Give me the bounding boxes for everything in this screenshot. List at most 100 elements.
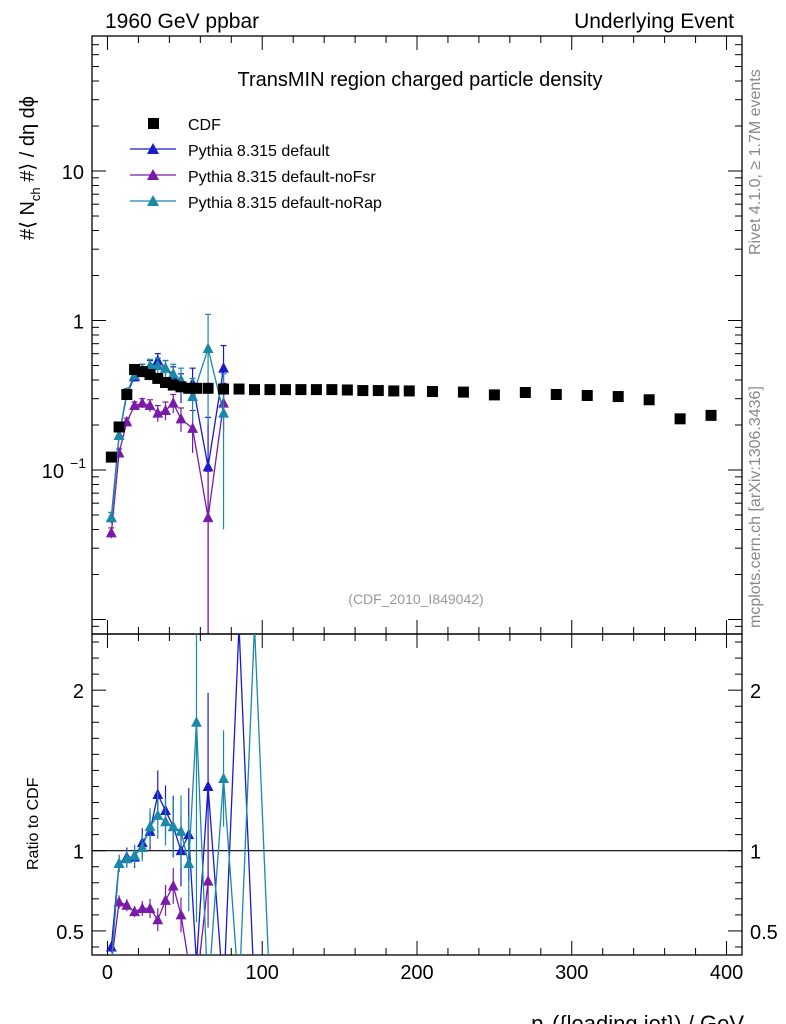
cdf-point xyxy=(295,384,307,396)
ratio-point xyxy=(202,780,214,791)
main-ytick-label: 10 xyxy=(42,461,64,483)
ratio-point xyxy=(121,899,133,910)
header-right: Underlying Event xyxy=(574,10,734,33)
ratio-ytick-label: 2 xyxy=(73,681,84,703)
legend: CDF Pythia 8.315 default Pythia 8.315 de… xyxy=(130,117,382,212)
series-point xyxy=(105,526,117,538)
x-axis-label: pT({leading jet}) / GeV xyxy=(531,1011,744,1024)
main-ytick-label: 10 xyxy=(62,162,84,184)
cdf-point xyxy=(519,386,531,398)
ratio-point xyxy=(144,820,156,832)
x-tick-label: 400 xyxy=(710,962,743,984)
watermark-label: (CDF_2010_I849042) xyxy=(348,591,483,607)
chart-title: TransMIN region charged particle density xyxy=(238,69,603,91)
ratio-ytick-label-right: 1 xyxy=(750,842,761,864)
series-point xyxy=(218,362,229,373)
ratio-point xyxy=(160,894,171,905)
series-point xyxy=(152,407,164,418)
cdf-point xyxy=(643,394,655,406)
x-tick-label: 300 xyxy=(555,962,588,984)
cdf-point xyxy=(105,451,117,463)
cdf-point xyxy=(581,390,593,402)
main-ytick-exponent: −1 xyxy=(70,455,86,471)
ratio-point xyxy=(167,820,179,832)
series-point xyxy=(160,362,171,373)
ratio-frame xyxy=(91,633,743,956)
series-point xyxy=(175,412,187,424)
ratio-ytick-label: 0.5 xyxy=(56,922,84,944)
main-series-group xyxy=(105,313,717,634)
series-point xyxy=(202,511,214,523)
cdf-point xyxy=(136,366,148,378)
series-point xyxy=(105,511,117,523)
legend-label-cdf: CDF xyxy=(188,117,221,134)
ratio-point xyxy=(144,902,156,913)
ratio-point xyxy=(121,852,133,864)
ratio-point xyxy=(113,857,125,869)
cdf-point xyxy=(175,381,187,393)
ratio-ylabel: Ratio to CDF xyxy=(25,777,42,870)
x-tick-label: 100 xyxy=(246,962,279,984)
mcplots-label: mcplots.cern.ch [arXiv:1306.3436] xyxy=(747,386,764,628)
legend-marker-default xyxy=(147,143,159,154)
series-point xyxy=(167,367,179,379)
series-point xyxy=(113,429,125,441)
ratio-point xyxy=(129,905,140,917)
cdf-point xyxy=(233,383,245,395)
cdf-point xyxy=(249,384,260,396)
ratio-point xyxy=(183,857,195,869)
ratio-point xyxy=(136,841,148,852)
ratio-plot: 0 100 200 300 400 0.5 0.5 1 1 2 2 xyxy=(56,633,778,984)
series-point xyxy=(187,422,198,433)
cdf-point xyxy=(488,389,500,401)
ratio-point xyxy=(175,825,187,836)
cdf-point xyxy=(310,384,322,396)
ratio-point xyxy=(175,908,187,920)
cdf-point xyxy=(457,386,469,398)
rivet-label: Rivet 4.1.0, ≥ 1.7M events xyxy=(747,69,764,255)
ratio-point xyxy=(218,772,229,783)
ratio-point xyxy=(160,815,171,827)
ratio-point xyxy=(152,913,164,925)
main-ytick-label: 1 xyxy=(73,312,84,334)
cdf-point xyxy=(121,388,133,400)
series-point xyxy=(152,359,164,371)
ratio-line xyxy=(110,634,254,955)
cdf-point xyxy=(113,421,125,433)
legend-marker-cdf xyxy=(148,118,159,129)
cdf-point xyxy=(372,385,384,397)
main-plot: 10 −1 1 10 xyxy=(42,35,743,635)
cdf-point xyxy=(426,386,438,398)
x-tick-label: 0 xyxy=(102,962,113,984)
ratio-point xyxy=(136,902,148,913)
ratio-point xyxy=(202,875,214,886)
cdf-point xyxy=(160,376,172,388)
cdf-point xyxy=(357,385,369,397)
cdf-point xyxy=(264,384,276,396)
ratio-ytick-label-right: 0.5 xyxy=(750,922,778,944)
cdf-point xyxy=(218,383,230,395)
series-point xyxy=(160,404,171,416)
series-point xyxy=(167,397,179,408)
ratio-ytick-label-right: 2 xyxy=(750,681,761,703)
cdf-point xyxy=(144,369,156,381)
legend-marker-nofsr xyxy=(147,169,159,180)
legend-marker-norap xyxy=(147,195,159,206)
ratio-ytick-label: 1 xyxy=(73,842,84,864)
cdf-point xyxy=(190,382,202,394)
cdf-point xyxy=(612,391,624,403)
series-point xyxy=(202,460,214,472)
legend-label-nofsr: Pythia 8.315 default-noFsr xyxy=(188,169,376,186)
ratio-point xyxy=(152,809,164,820)
series-point xyxy=(144,399,156,411)
series-point xyxy=(202,342,214,353)
ratio-line xyxy=(111,634,269,955)
ratio-point xyxy=(191,716,202,727)
header-left: 1960 GeV ppbar xyxy=(105,10,259,33)
cdf-point xyxy=(279,384,291,396)
cdf-point xyxy=(403,385,415,397)
series-line xyxy=(110,346,225,518)
ratio-point xyxy=(105,940,117,952)
series-point xyxy=(218,407,229,418)
